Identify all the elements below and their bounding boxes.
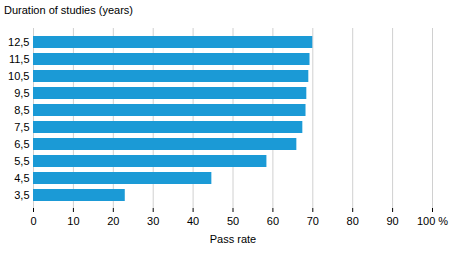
svg-text:20: 20	[107, 215, 119, 227]
svg-text:90: 90	[386, 215, 398, 227]
svg-text:7,5: 7,5	[14, 121, 29, 133]
html-text:Duration of studies (years): Duration of studies (years)	[4, 4, 133, 16]
svg-text:10,5: 10,5	[8, 70, 29, 82]
svg-text:70: 70	[307, 215, 319, 227]
svg-text:80: 80	[347, 215, 359, 227]
svg-text:12,5: 12,5	[8, 36, 29, 48]
svg-text:50: 50	[227, 215, 239, 227]
svg-text:40: 40	[187, 215, 199, 227]
svg-text:Pass rate: Pass rate	[210, 233, 256, 245]
svg-text:0: 0	[30, 215, 36, 227]
svg-text:30: 30	[147, 215, 159, 227]
svg-text:3,5: 3,5	[14, 189, 29, 201]
svg-text:4,5: 4,5	[14, 172, 29, 184]
svg-text:100 %: 100 %	[417, 215, 448, 227]
svg-text:10: 10	[67, 215, 79, 227]
svg-text:8,5: 8,5	[14, 104, 29, 116]
svg-text:11,5: 11,5	[9, 53, 30, 65]
svg-text:9,5: 9,5	[14, 87, 29, 99]
svg-text:60: 60	[267, 215, 279, 227]
svg-text:5,5: 5,5	[14, 155, 29, 167]
svg-text:6,5: 6,5	[14, 138, 29, 150]
